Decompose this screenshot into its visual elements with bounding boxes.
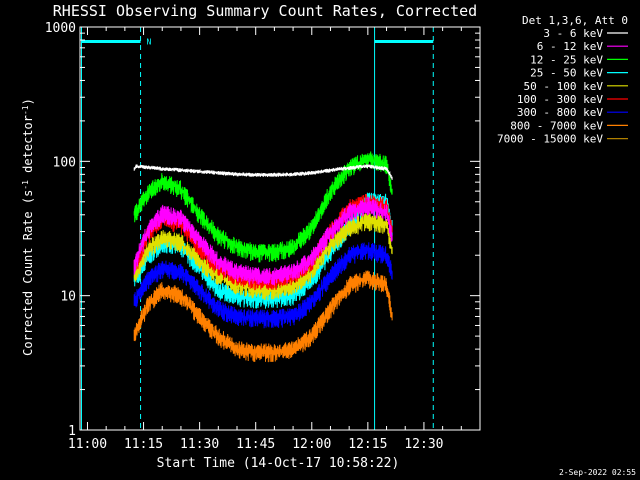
y-tick-label-1: 10	[60, 290, 76, 305]
y-tick-label-3: 1000	[45, 21, 76, 36]
y-axis-label-sup2: -1	[21, 105, 30, 115]
y-axis-label-sup1: -1	[21, 180, 30, 190]
x-axis-label: Start Time (14-Oct-17 10:58:22)	[157, 456, 400, 471]
x-tick-label-5: 12:15	[348, 437, 387, 452]
series-line-4	[133, 212, 393, 301]
series-line-1	[133, 197, 393, 286]
x-tick-label-6: 12:30	[404, 437, 443, 452]
legend-label-0: 3 - 6 keV	[543, 27, 603, 40]
legend-label-8: 7000 - 15000 keV	[497, 133, 603, 146]
y-tick-label-0: 1	[68, 424, 76, 439]
bar-label-0: N	[147, 37, 152, 46]
x-axis: 11:00 11:15 11:30 11:45 12:00 12:15 12:30	[68, 27, 462, 452]
series-line-7	[133, 270, 393, 363]
y-axis-label-mid: detector	[21, 115, 35, 180]
legend-label-5: 100 - 300 keV	[517, 93, 603, 106]
x-tick-label-2: 11:30	[180, 437, 219, 452]
series-line-6	[133, 242, 393, 329]
plot-frame	[79, 26, 481, 431]
x-tick-label-4: 12:00	[292, 437, 331, 452]
y-axis-label-end: )	[21, 98, 35, 105]
x-tick-label-1: 11:15	[124, 437, 163, 452]
chart-title: RHESSI Observing Summary Count Rates, Co…	[53, 2, 477, 20]
legend-label-2: 12 - 25 keV	[530, 53, 603, 66]
y-axis-label-main: Corrected Count Rate (s	[21, 190, 35, 356]
x-tick-label-3: 11:45	[236, 437, 275, 452]
x-tick-label-0: 11:00	[68, 437, 107, 452]
legend-label-3: 25 - 50 keV	[530, 67, 603, 80]
footer-date: 2-Sep-2022 02:55	[559, 468, 636, 477]
legend-label-6: 300 - 800 keV	[517, 106, 603, 119]
series-lines	[133, 151, 393, 363]
y-axis: 1 10 100 1000	[45, 21, 480, 439]
legend-label-4: 50 - 100 keV	[524, 80, 604, 93]
legend-label-1: 6 - 12 keV	[537, 40, 604, 53]
y-tick-label-2: 100	[53, 155, 76, 170]
legend-header: Det 1,3,6, Att 0	[522, 14, 628, 27]
series-line-2	[133, 151, 393, 263]
attenuator-bars: N	[81, 37, 434, 46]
legend-label-7: 800 - 7000 keV	[510, 119, 603, 132]
series-line-0	[133, 164, 393, 180]
y-axis-label: Corrected Count Rate (s-1 detector-1)	[21, 98, 35, 356]
